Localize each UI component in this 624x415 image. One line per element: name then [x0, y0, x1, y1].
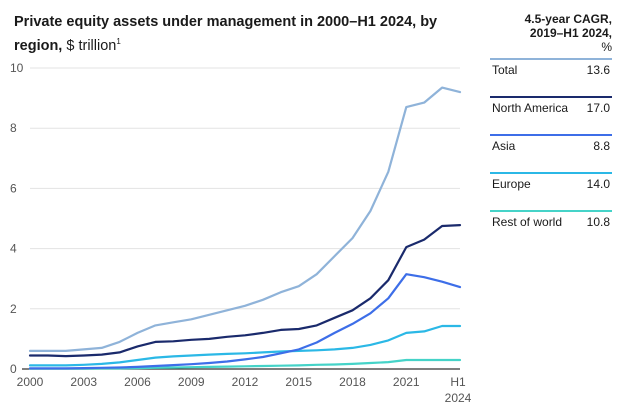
legend-header-unit: % — [601, 40, 612, 54]
x-tick-label: 2012 — [232, 375, 259, 389]
legend-header-line1: 4.5-year CAGR, — [524, 12, 612, 26]
legend-row-total: Total 13.6 — [490, 58, 612, 96]
legend-value: 14.0 — [586, 177, 610, 191]
y-tick-label: 4 — [10, 242, 17, 256]
cagr-legend: 4.5-year CAGR, 2019–H1 2024, % Total 13.… — [490, 12, 612, 248]
series-line-total — [28, 86, 462, 352]
x-tick-label: 2006 — [124, 375, 151, 389]
legend-label: Asia — [492, 139, 516, 153]
chart-title-bold: Private equity assets under management i… — [14, 14, 438, 54]
legend-label: Total — [492, 63, 518, 77]
legend-row-europe: Europe 14.0 — [490, 172, 612, 210]
y-tick-label: 8 — [10, 121, 17, 135]
legend-row-asia: Asia 8.8 — [490, 134, 612, 172]
chart-title: Private equity assets under management i… — [14, 13, 444, 56]
series-line-europe — [28, 324, 462, 367]
x-tick-label: 2000 — [17, 375, 44, 389]
legend-value: 17.0 — [586, 101, 610, 115]
legend-header: 4.5-year CAGR, 2019–H1 2024, % — [490, 12, 612, 54]
legend-label: North America — [492, 101, 569, 115]
legend-value: 8.8 — [593, 139, 610, 153]
chart-title-unit: $ trillion — [66, 37, 117, 54]
x-tick-label: 2018 — [339, 375, 366, 389]
legend-header-line2: 2019–H1 2024, — [529, 26, 612, 40]
legend-label: Rest of world — [492, 215, 563, 229]
legend-row-north-america: North America 17.0 — [490, 96, 612, 134]
y-tick-label: 10 — [10, 61, 24, 75]
x-tick-label: 2009 — [178, 375, 205, 389]
legend-value: 10.8 — [586, 215, 610, 229]
x-tick-label: 2015 — [285, 375, 312, 389]
x-tick-label: 2003 — [70, 375, 97, 389]
legend-value: 13.6 — [586, 63, 610, 77]
x-tick-label: 2021 — [393, 375, 420, 389]
y-tick-label: 0 — [10, 362, 17, 376]
x-tick-label-year: 2024 — [445, 391, 472, 405]
series-line-asia — [28, 273, 462, 370]
legend-label: Europe — [492, 177, 531, 191]
y-tick-label: 6 — [10, 181, 17, 195]
chart-title-footnote: 1 — [116, 37, 121, 46]
y-tick-label: 2 — [10, 302, 17, 316]
series-line-north-america — [28, 224, 462, 358]
legend-row-rest-of-world: Rest of world 10.8 — [490, 210, 612, 248]
x-tick-label: H1 — [450, 375, 466, 389]
